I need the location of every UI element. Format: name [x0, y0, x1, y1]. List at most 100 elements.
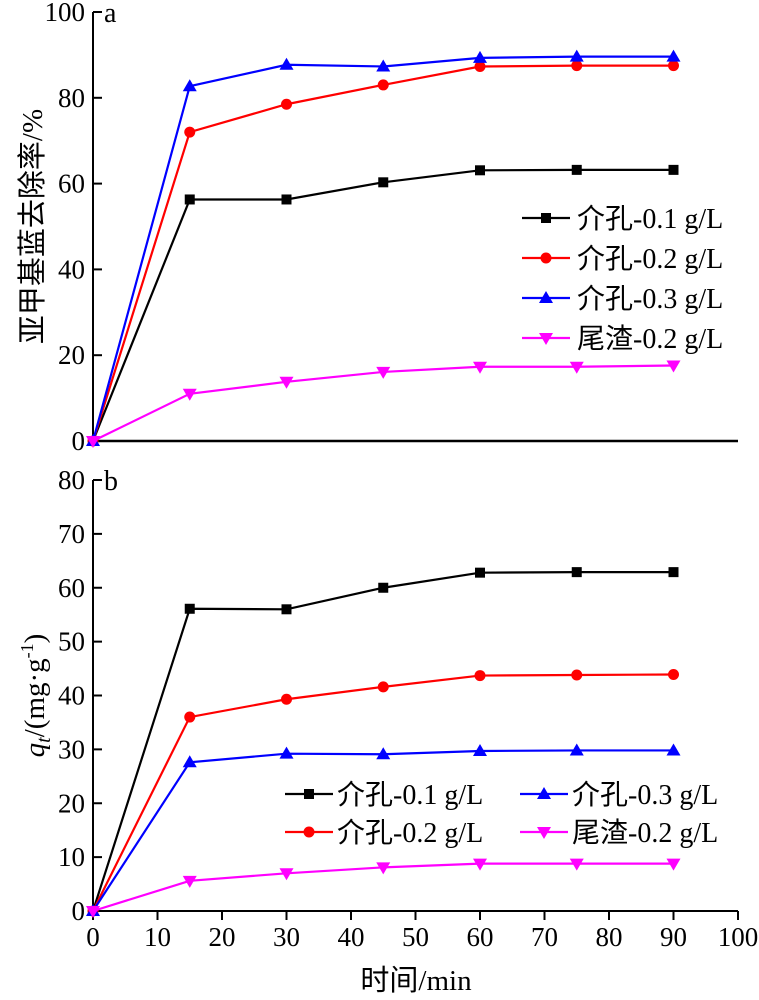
panel-b-series-3-point: [182, 875, 197, 888]
panel-a-ytick-label: 60: [58, 169, 85, 199]
panel-a-ytick-label: 100: [45, 0, 86, 27]
panel-b-ytick-label: 20: [58, 788, 85, 818]
panel-b-xlabel: 时间/min: [360, 964, 472, 997]
panel-b-legend-0-label: 介孔-0.1 g/L: [337, 780, 483, 811]
panel-b-legend-2-label: 介孔-0.3 g/L: [572, 780, 718, 811]
panel-a-series-3-point: [569, 361, 584, 374]
panel-a-ytick-label: 40: [58, 254, 85, 284]
panel-a-ytick-label: 80: [58, 83, 85, 113]
panel-a-series-2-point: [569, 49, 584, 62]
panel-b-series-3-point: [86, 906, 100, 918]
panel-b-ytick-label: 10: [58, 842, 85, 872]
panel-a-series-0-point: [184, 194, 195, 205]
panel-b-series-3-point: [376, 862, 391, 875]
panel-b-series-0-point: [475, 567, 485, 578]
panel-b-xtick-label: 80: [596, 922, 623, 952]
panel-b-legend-3-marker: [537, 827, 551, 839]
panel-a-series-2-point: [666, 49, 681, 62]
panel-a-legend-2-label: 介孔-0.3 g/L: [577, 284, 723, 315]
panel-a-series-1-point: [668, 60, 679, 72]
panel-a-series-2-point: [182, 79, 197, 92]
panel-b-xtick-label: 20: [209, 922, 236, 952]
panel-b-letter: b: [104, 466, 118, 497]
panel-b-series-2-point: [279, 746, 294, 759]
panel-b-series-2-point: [473, 743, 487, 756]
panel-b-ytick-label: 30: [58, 734, 85, 764]
panel-b-ytick-label: 50: [58, 627, 85, 657]
panel-a-ytick-label: 0: [72, 426, 86, 456]
panel-b-xtick-label: 30: [273, 922, 300, 952]
panel-a-series-3-point: [473, 361, 487, 374]
panel-a-series-0-point: [668, 164, 679, 175]
panel-b-xtick-label: 90: [660, 922, 687, 952]
panel-b-series-3-point: [279, 868, 294, 881]
panel-b-legend-3-label: 尾渣-0.2 g/L: [572, 817, 718, 849]
panel-b-ylabel-sup: -1: [17, 643, 37, 658]
panel-b-series-0-point: [668, 567, 679, 578]
panel-a-letter: a: [104, 0, 117, 29]
panel-a-legend-1-label: 介孔-0.2 g/L: [577, 244, 723, 275]
panel-b-xtick-label: 40: [338, 922, 365, 952]
panel-a-series-0-point: [281, 194, 292, 205]
panel-b-series-3-point: [473, 858, 487, 871]
panel-b-series-2-point: [182, 755, 197, 768]
panel-b-legend-2-marker: [537, 787, 551, 799]
panel-b-series-0-point: [571, 567, 582, 578]
panel-b-ylabel: qt/(mg·g-1): [17, 634, 55, 758]
panel-a-series-3-point: [666, 360, 681, 373]
panel-b-ylabel-q: q: [19, 743, 51, 758]
panel-a-series-0-point: [378, 177, 389, 188]
panel-a-series-0-point: [571, 164, 582, 175]
panel-b-xtick-label: 70: [531, 922, 558, 952]
panel-a-legend-0-marker: [541, 213, 551, 223]
panel-a-legend-0-label: 介孔-0.1 g/L: [577, 204, 723, 235]
panel-a: a 亚甲基蓝去除率/% 0 20 40 60 80 100 介孔-0.1 g/L 介孔-0.2…: [16, 0, 738, 456]
panel-b-ylabel-unit: /(mg·g: [19, 658, 51, 737]
panel-a-ytick-label: 20: [58, 340, 85, 370]
panel-b-xtick-label: 10: [144, 922, 171, 952]
panel-b-series-2-point: [666, 743, 681, 756]
panel-b-ytick-label: 80: [58, 465, 85, 495]
panel-b-ylabel-close: ): [19, 634, 51, 644]
panel-b-series-1-point: [571, 669, 583, 681]
panel-b-ytick-label: 70: [58, 519, 85, 549]
panel-a-series-1-point: [377, 79, 389, 91]
panel-a-series-2-point: [376, 59, 391, 72]
panel-a-series-3-point: [86, 436, 100, 448]
panel-b-legend-0-marker: [304, 789, 314, 799]
panel-b-xtick-label: 60: [467, 922, 494, 952]
panel-a-series-1-point: [184, 126, 196, 138]
panel-b-legend-1-marker: [303, 826, 315, 838]
panel-a-legend-1-marker: [540, 252, 552, 264]
panel-b-series-0-point: [184, 603, 195, 614]
panel-a-series-1-point: [281, 98, 292, 110]
panel-b-series-3-point: [666, 858, 681, 871]
panel-b-ytick-label: 40: [58, 681, 85, 711]
panel-a-series-3-point: [279, 376, 294, 389]
panel-b-series-0-point: [378, 582, 389, 593]
panel-b-xtick-label: 50: [402, 922, 429, 952]
panel-b-xtick-label: 100: [718, 922, 759, 952]
panel-a-series-0-point: [475, 165, 485, 176]
panel-b-series-0-line: [91, 571, 674, 912]
panel-b-ytick-label: 0: [72, 896, 86, 926]
panel-a-legend-3-label: 尾渣-0.2 g/L: [577, 323, 723, 355]
panel-b-series-1-point: [377, 681, 389, 693]
panel-b-series-1-point: [474, 670, 486, 682]
panel-a-series-3-point: [376, 366, 391, 379]
panel-b-series-1-point: [281, 693, 292, 705]
panel-a-legend-3-marker: [539, 333, 553, 345]
panel-b-legend-1-label: 介孔-0.2 g/L: [337, 818, 483, 849]
panel-b-ytick-label: 60: [58, 573, 85, 603]
panel-b: b qt/(mg·g-1) 时间/min 0 10 20 30 40 50 60 70 80 0 1…: [17, 465, 758, 997]
panel-b-series-1-point: [668, 668, 679, 680]
panel-a-series-2-point: [473, 50, 487, 63]
panel-b-xtick-label: 0: [86, 922, 100, 952]
panel-a-series-2-point: [279, 57, 294, 70]
panel-a-series-3-point: [182, 388, 197, 401]
panel-a-series-1-point: [571, 60, 583, 72]
panel-b-ylabel-sub: t: [33, 737, 55, 743]
panel-b-series-3-point: [569, 858, 584, 871]
panel-b-series-0-point: [281, 604, 292, 615]
